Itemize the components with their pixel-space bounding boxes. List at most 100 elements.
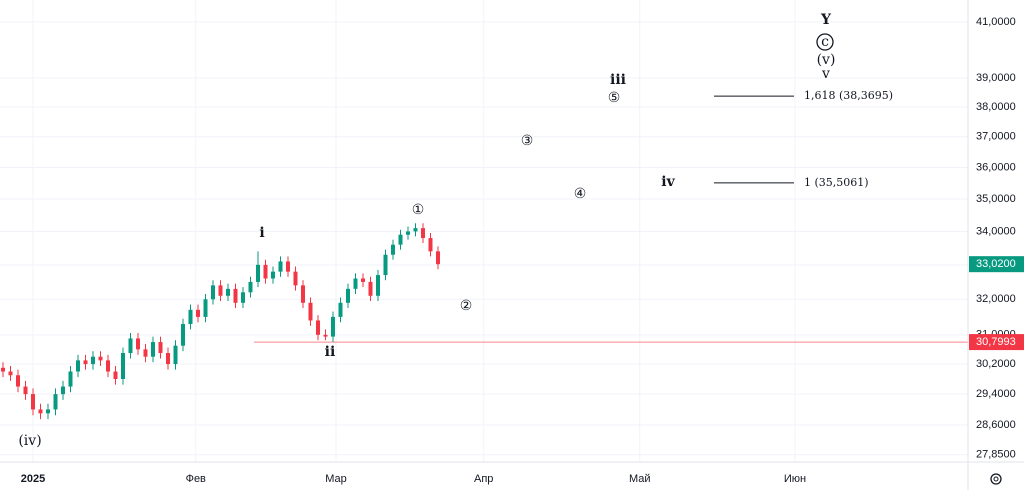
candle-body — [165, 353, 170, 365]
grid — [0, 0, 968, 462]
candle-body — [353, 278, 358, 289]
candle-body — [23, 386, 28, 395]
last-price-label: 33,0200 — [976, 258, 1016, 270]
candle-body — [83, 360, 88, 365]
x-tick-label: 2025 — [21, 473, 45, 485]
candle-body — [113, 371, 118, 379]
y-tick-label: 41,0000 — [976, 16, 1016, 28]
axes: 41,0000 39,0000 38,0000 37,0000 36,0000 35,00… — [21, 16, 1024, 485]
candle-body — [405, 231, 410, 235]
y-tick-label: 28,6000 — [976, 419, 1016, 431]
settings-icon-center[interactable] — [993, 476, 999, 482]
candle-body — [323, 334, 328, 337]
candle-body — [360, 278, 365, 282]
wave-label: c — [821, 34, 829, 50]
candle-body — [330, 316, 335, 337]
wave-label: i — [259, 225, 264, 241]
y-tick-label: 36,0000 — [976, 161, 1016, 173]
candle-body — [98, 356, 103, 361]
candle-body — [308, 302, 313, 321]
y-tick-label: 39,0000 — [976, 72, 1016, 84]
candle-body — [233, 288, 238, 303]
wave-labels: Y c (v) v iii ⑤ ③ ④ iv ① ② i ii (iv) — [18, 12, 835, 449]
x-tick-label: Апр — [474, 473, 493, 485]
candle-body — [30, 394, 35, 410]
y-tick-label: 32,0000 — [976, 293, 1016, 305]
candle-body — [263, 264, 268, 279]
candle-body — [120, 353, 125, 379]
candle-body — [135, 338, 140, 350]
settings-button[interactable] — [990, 473, 1002, 485]
y-tick-label: 27,8500 — [976, 449, 1016, 461]
candle-body — [60, 386, 65, 395]
candle-body — [105, 360, 110, 372]
wave-label: ① — [412, 202, 425, 218]
y-tick-label: 34,0000 — [976, 225, 1016, 237]
candle-body — [375, 275, 380, 296]
wave-circle — [816, 33, 834, 51]
candle-body — [0, 367, 5, 372]
candle-body — [180, 324, 185, 346]
candle-body — [188, 309, 193, 325]
candle-body — [158, 342, 163, 354]
wave-label: (iv) — [18, 433, 41, 449]
last-price-box — [969, 256, 1024, 273]
candle-body — [428, 238, 433, 252]
candle-body — [435, 251, 440, 265]
y-tick-label: 35,0000 — [976, 193, 1016, 205]
fib-label: 1,618 (38,3695) — [804, 89, 893, 102]
wave-label: ⑤ — [608, 90, 621, 106]
x-tick-label: Мар — [325, 473, 347, 485]
x-tick-label: Июн — [784, 473, 806, 485]
wave-label: iii — [610, 72, 626, 88]
candle-body — [413, 228, 418, 232]
wave-label: ③ — [521, 133, 534, 149]
candle-body — [45, 409, 50, 414]
candle-body — [225, 288, 230, 296]
candle-body — [338, 302, 343, 317]
candle-body — [143, 349, 148, 357]
y-tick-label: 37,0000 — [976, 131, 1016, 143]
x-tick-label: Фев — [186, 473, 206, 485]
candle-body — [150, 342, 155, 357]
candle-body — [248, 281, 253, 293]
wave-label: ii — [325, 344, 336, 360]
candle-body — [300, 285, 305, 303]
candle-body — [383, 254, 388, 276]
candle-body — [53, 394, 58, 410]
settings-icon[interactable] — [990, 473, 1002, 485]
candle-body — [8, 371, 13, 376]
fib-label: 1 (35,5061) — [804, 176, 869, 189]
candle-body — [398, 234, 403, 245]
candle-body — [75, 360, 80, 372]
candle-body — [218, 285, 223, 296]
x-tick-label: Май — [629, 473, 651, 485]
candle-body — [278, 261, 283, 272]
candle-body — [293, 271, 298, 286]
candle-body — [255, 264, 260, 282]
candle-body — [203, 299, 208, 317]
candle-body — [315, 320, 320, 335]
y-tick-label: 29,4000 — [976, 388, 1016, 400]
candle-body — [345, 288, 350, 303]
candle-body — [210, 285, 215, 300]
wave-label: (v) — [817, 52, 836, 68]
candle-body — [420, 228, 425, 239]
candle-body — [368, 281, 373, 296]
candle-body — [128, 338, 133, 354]
plot: 1,618 (38,3695) 1 (35,5061) — [0, 89, 968, 420]
wave-label: ④ — [574, 186, 587, 202]
candle-body — [270, 271, 275, 279]
support-price-box — [969, 334, 1024, 351]
wave-label: iv — [661, 174, 675, 190]
support-price-label: 30,7993 — [976, 336, 1016, 348]
y-tick-label: 38,0000 — [976, 101, 1016, 113]
candle-body — [173, 345, 178, 365]
candle-body — [15, 375, 20, 387]
candle-body — [90, 356, 95, 365]
candle-body — [38, 409, 43, 414]
candle-body — [195, 309, 200, 317]
wave-label: ② — [460, 298, 473, 314]
